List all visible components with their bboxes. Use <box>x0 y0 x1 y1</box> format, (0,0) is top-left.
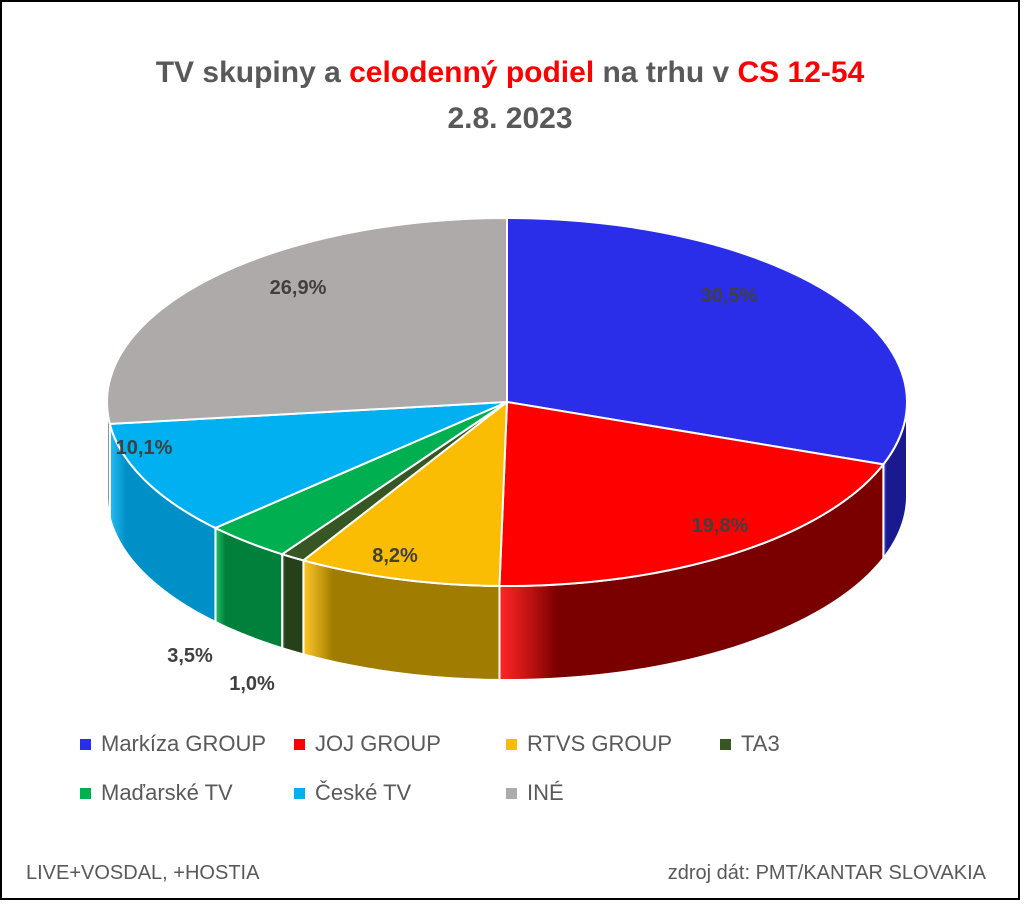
pie-slice-1 <box>498 400 886 588</box>
pie-slice-0 <box>506 216 908 466</box>
legend-label: JOJ GROUP <box>315 731 441 756</box>
legend-swatch <box>80 787 91 799</box>
title-highlight: CS 12-54 <box>737 56 865 89</box>
title-part: TV skupiny a <box>155 56 350 89</box>
data-label: 1,0% <box>229 673 275 695</box>
title-part: na trhu v <box>594 56 738 89</box>
footer-left: LIVE+VOSDAL, +HOSTIA <box>26 862 260 884</box>
footer-right: zdroj dát: PMT/KANTAR SLOVAKIA <box>667 862 986 884</box>
legend-swatch <box>294 787 305 799</box>
pie-slice-3 <box>279 401 508 562</box>
legend-item: INÉ <box>506 780 564 806</box>
pie-slice-2 <box>301 399 509 587</box>
legend-swatch <box>294 738 305 750</box>
legend-label: České TV <box>315 780 412 805</box>
legend-item: České TV <box>294 780 411 806</box>
legend-swatch <box>506 787 517 799</box>
pie-slice-6 <box>106 216 508 425</box>
title-date: 2.8. 2023 <box>447 102 573 135</box>
title-highlight: celodenný podiel <box>349 56 595 89</box>
data-label: 10,1% <box>116 437 173 459</box>
legend-label: Maďarské TV <box>101 780 233 805</box>
legend-item: Maďarské TV <box>80 780 233 806</box>
legend-swatch <box>506 738 517 750</box>
legend-label: INÉ <box>527 780 564 805</box>
legend-label: TA3 <box>741 731 780 756</box>
legend-item: Markíza GROUP <box>80 731 266 757</box>
data-label: 3,5% <box>167 645 213 667</box>
legend-item: TA3 <box>720 731 780 757</box>
legend-label: RTVS GROUP <box>527 731 673 756</box>
pie-slice-5 <box>108 401 508 530</box>
chart-title: TV skupiny a celodenný podiel na trhu v … <box>2 50 1018 142</box>
data-label: 30,5% <box>701 285 758 307</box>
legend-swatch <box>80 738 91 750</box>
legend-item: RTVS GROUP <box>506 731 672 757</box>
legend-label: Markíza GROUP <box>101 731 267 756</box>
data-label: 8,2% <box>372 545 418 567</box>
legend-swatch <box>720 738 731 750</box>
pie-wall-3 <box>281 552 305 656</box>
legend-item: JOJ GROUP <box>294 731 441 757</box>
data-label: 26,9% <box>270 277 327 299</box>
data-label: 19,8% <box>692 515 749 537</box>
pie-slice-4 <box>213 401 508 556</box>
